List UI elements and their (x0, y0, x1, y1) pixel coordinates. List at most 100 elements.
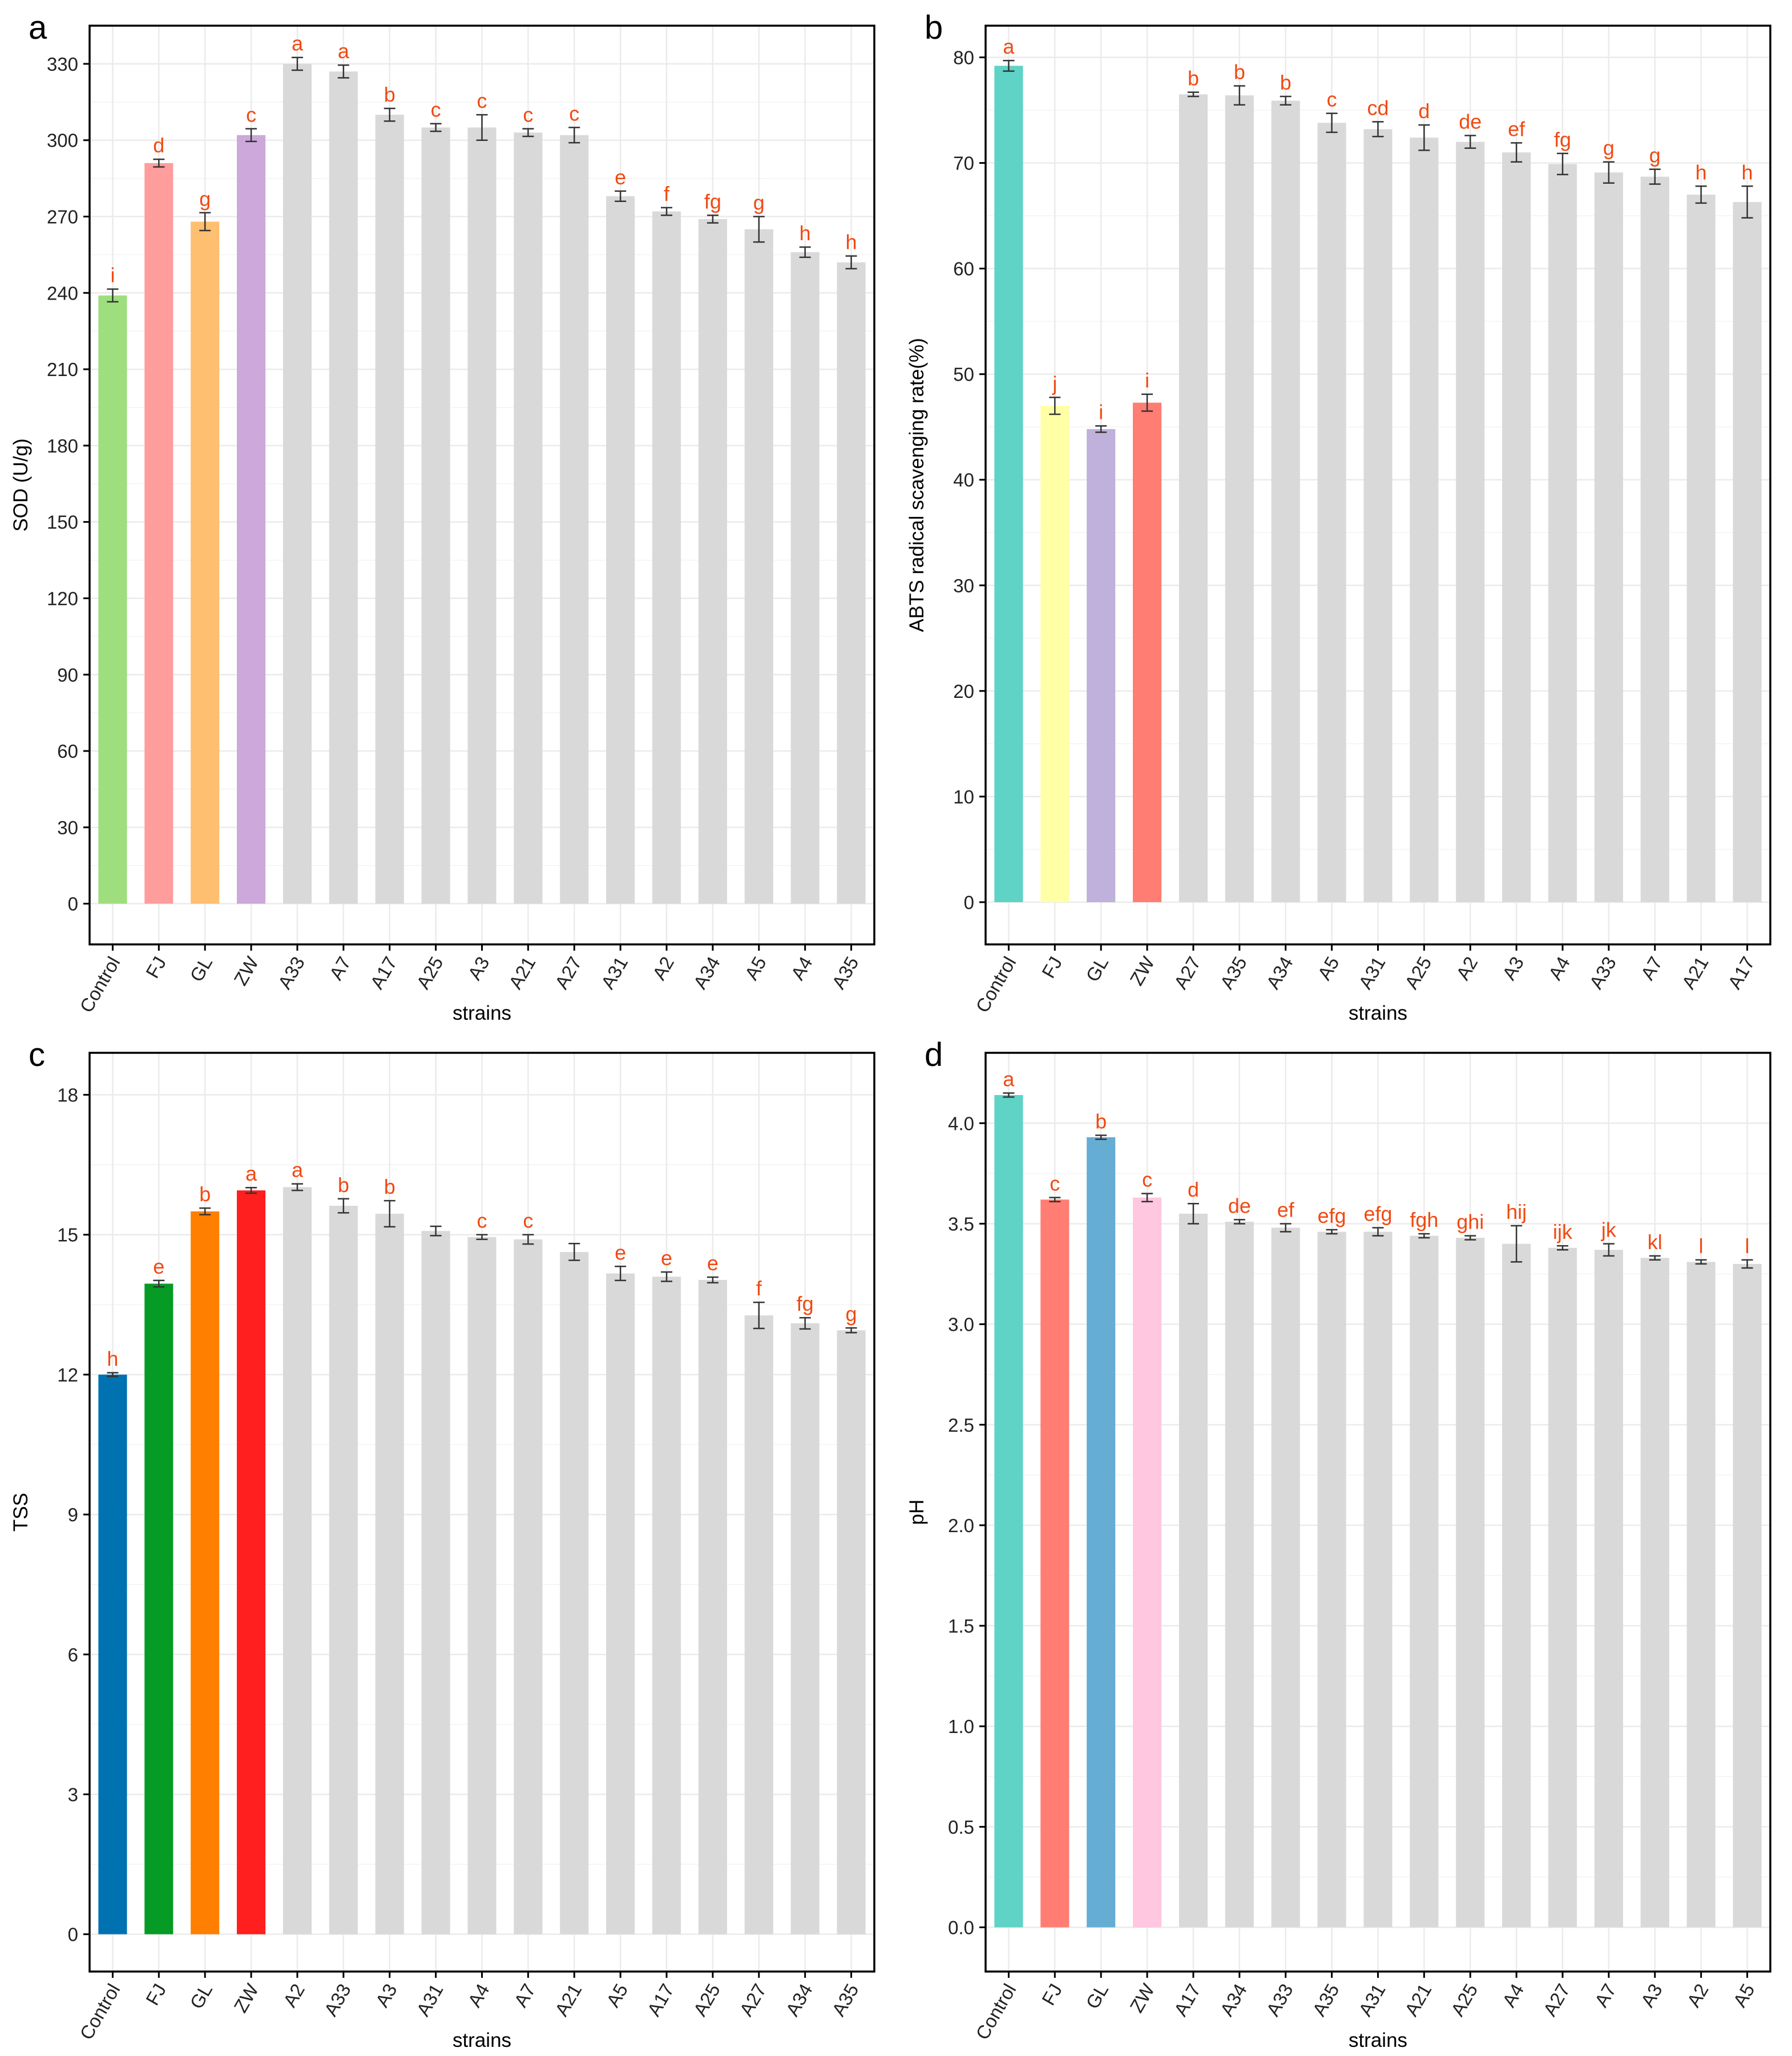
significance-letter: cd (1367, 96, 1389, 119)
x-tick-label: A2 (1452, 953, 1482, 983)
significance-letter: b (199, 1182, 211, 1206)
x-tick-label: A7 (510, 1980, 539, 2010)
y-tick-label: 9 (68, 1504, 78, 1525)
significance-letter: g (753, 191, 765, 214)
bar-Control (98, 295, 127, 904)
significance-letter: c (246, 103, 256, 127)
x-tick-label: A35 (1308, 1980, 1343, 2019)
y-tick-label: 4.0 (948, 1113, 974, 1134)
bar-A27 (744, 1315, 773, 1934)
significance-letter: e (615, 165, 626, 189)
y-tick-label: 120 (47, 588, 78, 609)
significance-letter: jk (1601, 1218, 1617, 1242)
x-tick-label: A33 (1585, 953, 1620, 992)
significance-letter: ijk (1553, 1220, 1573, 1243)
bar-A5 (1733, 1263, 1762, 1928)
significance-letter: fg (1554, 128, 1571, 151)
significance-letter: ef (1508, 117, 1525, 140)
bar-A3 (467, 127, 497, 904)
y-tick-label: 18 (57, 1085, 78, 1106)
bar-A4 (790, 252, 820, 904)
x-tick-label: A21 (504, 953, 539, 992)
bar-GL (1087, 1137, 1116, 1928)
y-tick-label: 2.5 (948, 1415, 974, 1436)
x-tick-label: A4 (1544, 953, 1574, 983)
bar-A25 (698, 1280, 727, 1934)
significance-letter: b (384, 83, 395, 106)
significance-letter: c (523, 1209, 533, 1233)
significance-letter: c (477, 89, 487, 112)
x-tick-label: A4 (787, 953, 817, 983)
chart-b-svg: b a j i i b b b c cd d de ef fg g g h h 0 10 20 30 40 50 60 70 80 C… (906, 9, 1771, 1024)
x-tick-label: A5 (602, 1980, 632, 2010)
x-tick-label: A34 (689, 953, 724, 992)
bar-ZW (237, 1190, 266, 1934)
significance-letter: l (1745, 1234, 1750, 1258)
significance-letter: a (338, 39, 350, 63)
y-tick-label: 60 (57, 741, 78, 762)
bar-ZW (1133, 1197, 1162, 1928)
x-tick-label: A17 (1724, 953, 1758, 992)
significance-letter: b (338, 1173, 349, 1197)
x-tick-label: A7 (1591, 1980, 1620, 2010)
significance-letter: b (1280, 71, 1291, 94)
x-tick-label: GL (185, 953, 216, 985)
x-tick-label: A33 (274, 953, 309, 992)
x-tick-label: A34 (1216, 1980, 1251, 2019)
x-tick-label: A2 (648, 953, 678, 983)
y-tick-label: 0 (68, 894, 78, 915)
panel-letter: d (925, 1036, 943, 1073)
y-axis-title: SOD (U/g) (10, 438, 32, 531)
bar-A33 (1594, 172, 1623, 902)
bar-Control (994, 66, 1023, 902)
significance-letter: de (1459, 110, 1482, 133)
x-tick-label: A17 (366, 953, 401, 992)
x-tick-label: A7 (1637, 953, 1666, 983)
significance-letter: l (1699, 1234, 1704, 1258)
bar-A2 (652, 211, 681, 904)
significance-letter: b (1188, 67, 1199, 90)
significance-letter: j (1052, 371, 1057, 395)
bar-A3 (1640, 1258, 1669, 1928)
significance-letter: d (153, 134, 164, 157)
significance-letter: f (756, 1277, 762, 1300)
y-tick-label: 6 (68, 1644, 78, 1665)
y-tick-label: 90 (57, 664, 78, 685)
y-tick-label: 0 (68, 1924, 78, 1945)
x-tick-label: A21 (551, 1980, 586, 2019)
x-tick-label: A3 (1498, 953, 1528, 983)
y-tick-label: 300 (47, 130, 78, 151)
chart-a-svg: a i d g c a a b c c c c e f fg g h h 0 30 60 90 120 150 180 210 24… (10, 9, 875, 1024)
significance-letter: h (846, 231, 857, 254)
x-tick-label: A27 (735, 1980, 770, 2019)
y-tick-label: 30 (57, 817, 78, 838)
significance-letter: de (1228, 1194, 1251, 1217)
y-tick-label: 1.5 (948, 1615, 974, 1637)
bar-A21 (560, 1251, 589, 1934)
y-tick-label: 0 (964, 892, 974, 913)
bar-GL (191, 1211, 220, 1934)
bar-A25 (421, 127, 450, 904)
bar-A2 (1686, 1262, 1716, 1928)
x-tick-label: A7 (325, 953, 355, 983)
significance-letter: fg (797, 1292, 814, 1315)
significance-letter: f (664, 182, 670, 205)
bar-A4 (1502, 1243, 1531, 1928)
y-tick-label: 40 (953, 470, 974, 491)
significance-letter: c (431, 98, 441, 122)
x-tick-label: GL (185, 1980, 216, 2013)
bar-A33 (1271, 1227, 1300, 1928)
x-tick-label: A31 (412, 1980, 447, 2019)
x-tick-label: A3 (463, 953, 493, 983)
bar-A34 (1225, 1221, 1254, 1928)
bar-A17 (1178, 1213, 1208, 1928)
bar-A25 (1410, 138, 1439, 902)
significance-letter: b (384, 1175, 395, 1198)
x-tick-label: A27 (1170, 953, 1205, 992)
bar-A2 (282, 1187, 312, 1934)
significance-letter: c (569, 102, 579, 125)
bar-FJ (144, 163, 173, 904)
y-tick-label: 12 (57, 1364, 78, 1386)
y-tick-label: 240 (47, 282, 78, 304)
